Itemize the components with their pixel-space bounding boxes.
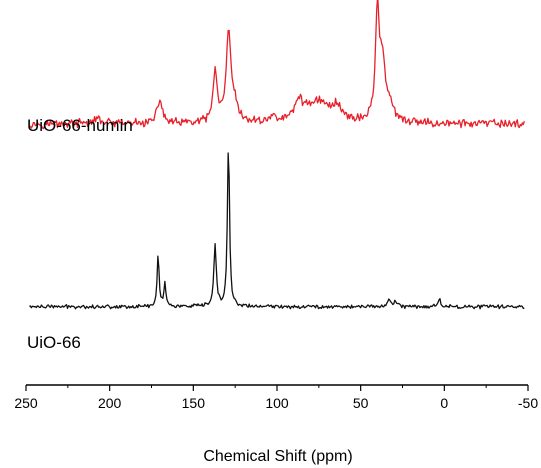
series-line-uio-66-humin (29, 0, 525, 130)
x-axis-title: Chemical Shift (ppm) (203, 448, 352, 465)
x-tick-label: 0 (440, 395, 448, 411)
x-tick-label: 150 (182, 395, 206, 411)
series-label-uio66-humin: UiO-66-humin (27, 116, 133, 135)
x-tick-label: 50 (353, 395, 369, 411)
series-label-uio66: UiO-66 (27, 333, 81, 352)
x-tick-label: 100 (265, 395, 289, 411)
series-layer (29, 0, 525, 310)
x-tick-label: -50 (518, 395, 538, 411)
x-tick-label: 250 (14, 395, 38, 411)
series-line-uio-66 (29, 152, 525, 310)
x-axis: 250 200 150 100 50 0 -50 (14, 384, 538, 411)
x-tick-label: 200 (98, 395, 122, 411)
